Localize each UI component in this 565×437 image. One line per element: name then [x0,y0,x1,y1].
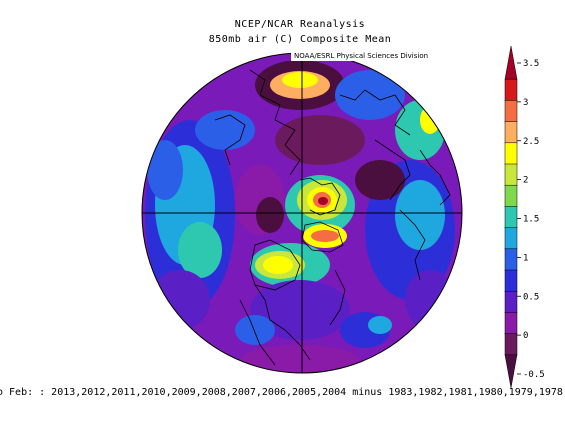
colorbar-segment [504,184,518,208]
colorbar-segment [504,163,518,186]
colorbar-segment [504,248,518,271]
colorbar-segment [504,142,518,165]
colorbar-segment [504,78,518,102]
colorbar-segment [504,354,518,389]
colorbar-segment [504,333,518,356]
colorbar-segment [504,121,518,144]
credit-label: NOAA/ESRL Physical Sciences Division [291,51,432,61]
colorbar-tick-label: 1.5 [523,215,539,225]
map-title: NCEP/NCAR Reanalysis [234,19,366,30]
colorbar-tick-label: 2 [523,176,528,186]
colorbar-segment [504,312,518,335]
colorbar-segment [504,206,518,229]
colorbar-segment [504,45,518,80]
colorbar-segment [504,290,518,314]
colorbar-tick-label: 0 [523,331,528,341]
colorbar-tick-label: 2.5 [523,137,539,147]
colorbar-tick-label: 3.5 [523,59,539,69]
colorbar-segment [504,269,518,292]
composite-caption: o Feb: : 2013,2012,2011,2010,2009,2008,2… [0,387,565,398]
colorbar-segment [504,100,518,123]
colorbar-tick-label: 1 [523,253,528,263]
colorbar-tick-label: 0.5 [523,292,539,302]
colorbar-segment [504,227,518,250]
coastlines [214,69,451,366]
map-subtitle: 850mb air (C) Composite Mean [208,34,392,45]
colorbar-tick-label: 3 [523,98,528,108]
colorbar-tick-label: -0.5 [523,370,545,380]
